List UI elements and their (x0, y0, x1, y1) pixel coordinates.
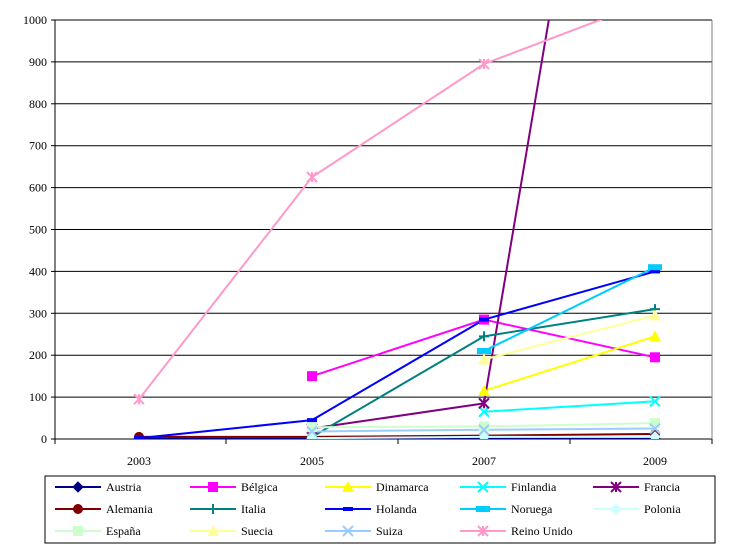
y-tick-label: 700 (29, 139, 47, 153)
y-tick-label: 900 (29, 55, 47, 69)
data-point (649, 431, 661, 439)
data-point (478, 58, 490, 70)
data-point (134, 436, 144, 439)
data-point (479, 331, 489, 342)
legend-item: Austria (55, 480, 142, 494)
data-point (649, 309, 661, 321)
legend-swatch-marker (610, 503, 622, 515)
series-line (483, 314, 656, 361)
legend-swatch-marker (73, 526, 83, 536)
legend-label: Noruega (511, 502, 553, 516)
series-line (139, 432, 656, 438)
legend-label: Reino Unido (511, 524, 573, 538)
y-tick-label: 400 (29, 264, 47, 278)
legend-label: Bélgica (241, 480, 278, 494)
data-point (650, 269, 660, 274)
legend-item: Alemania (55, 502, 153, 516)
legend-label: Italia (241, 502, 266, 516)
x-tick-label: 2009 (643, 454, 667, 468)
y-tick-label: 1000 (23, 13, 47, 27)
legend-swatch-marker (208, 482, 218, 492)
legend-swatch-marker (476, 506, 490, 512)
legend-label: Francia (644, 480, 681, 494)
data-point (649, 330, 661, 342)
y-tick-label: 200 (29, 348, 47, 362)
gridlines (55, 19, 712, 398)
legend-item: Reino Unido (460, 524, 573, 538)
data-point (307, 418, 317, 423)
data-point (478, 431, 490, 439)
data-point (478, 424, 490, 436)
legend-item: Holanda (325, 502, 417, 516)
legend-swatch-marker (477, 481, 489, 493)
legend-label: Suiza (376, 524, 403, 538)
legend-item: Suiza (325, 524, 403, 538)
data-point (479, 317, 489, 322)
y-tick-label: 500 (29, 223, 47, 237)
legend-item: España (55, 524, 141, 538)
data-point (306, 432, 318, 439)
data-point (306, 171, 318, 183)
legend-label: Finlandia (511, 480, 557, 494)
series-line (138, 270, 656, 439)
legend-item: Suecia (190, 524, 274, 538)
series-group (138, 20, 656, 439)
legend-swatch-marker (343, 507, 353, 511)
data-point (478, 406, 490, 418)
legend-swatch-marker (342, 525, 354, 537)
data-point (306, 425, 318, 438)
legend-label: Suecia (241, 524, 274, 538)
legend-swatch-marker (610, 481, 622, 493)
legend-item: Polonia (593, 502, 681, 516)
legend-swatch-marker (207, 525, 219, 536)
data-point (133, 393, 145, 405)
legend-label: Polonia (644, 502, 681, 516)
markers-group (133, 58, 662, 439)
data-point (649, 422, 661, 435)
data-point (478, 384, 490, 396)
x-tick-label: 2005 (300, 454, 324, 468)
data-point (478, 397, 490, 410)
legend-item: Bélgica (190, 480, 278, 494)
legend: Austria Bélgica Dinamarca Finlandia Francia A… (44, 475, 716, 544)
data-point (648, 264, 662, 271)
legend-item: Francia (593, 480, 681, 494)
data-point (477, 348, 491, 355)
y-tick-label: 0 (41, 432, 47, 446)
axes: 0 100 200 300 400 500 600 700 800 900 1000 2003 2005… (23, 13, 713, 468)
y-tick-label: 300 (29, 306, 47, 320)
legend-item: Finlandia (460, 480, 557, 494)
data-point (650, 418, 660, 429)
data-point (307, 371, 317, 382)
series-line (138, 20, 603, 400)
legend-label: Holanda (376, 502, 417, 516)
legend-swatch-marker (73, 504, 83, 514)
legend-label: Austria (106, 480, 142, 494)
x-tick-label: 2007 (472, 454, 496, 468)
data-point (307, 422, 317, 433)
series-line (483, 266, 656, 352)
x-tick-label: 2003 (127, 454, 151, 468)
legend-label: Dinamarca (376, 480, 429, 494)
data-point (650, 352, 660, 363)
legend-item: Noruega (460, 502, 553, 516)
legend-item: Italia (190, 502, 266, 516)
y-tick-label: 800 (29, 97, 47, 111)
series-line (483, 335, 656, 392)
series-line (483, 400, 656, 413)
data-point (478, 353, 490, 365)
y-tick-label: 600 (29, 181, 47, 195)
data-point (479, 421, 489, 432)
legend-swatch-marker (342, 481, 354, 492)
legend-swatch-marker (208, 504, 218, 514)
legend-swatch-marker (72, 481, 84, 493)
y-tick-label: 100 (29, 390, 47, 404)
legend-label: España (106, 524, 141, 538)
legend-swatch-marker (477, 525, 489, 537)
data-point (649, 395, 661, 407)
legend-item: Dinamarca (325, 480, 429, 494)
legend-label: Alemania (106, 502, 153, 516)
